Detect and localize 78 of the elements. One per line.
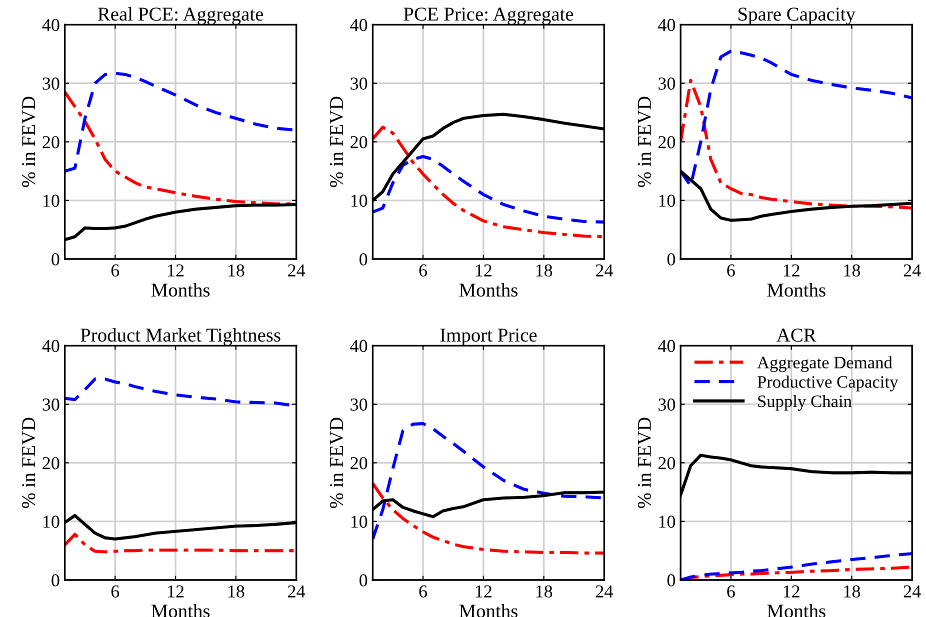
line-series bbox=[372, 154, 604, 224]
y-tick-label: 30 bbox=[42, 398, 60, 411]
chart-title: ACR bbox=[776, 328, 816, 342]
x-tick-label: 12 bbox=[784, 264, 800, 276]
y-tick-label: 20 bbox=[350, 136, 368, 148]
x-tick-label: 18 bbox=[228, 585, 244, 598]
x-tick-label: 12 bbox=[476, 585, 492, 598]
y-tick-label: 30 bbox=[42, 78, 60, 90]
x-tick-label: 24 bbox=[904, 585, 921, 598]
x-tick-label: 18 bbox=[228, 264, 244, 277]
chart-title: Product Market Tightness bbox=[80, 328, 280, 346]
y-tick-label: 10 bbox=[351, 194, 368, 207]
x-tick-label: 12 bbox=[784, 585, 800, 598]
x-tick-label: 6 bbox=[111, 585, 120, 598]
y-tick-label: 20 bbox=[658, 136, 676, 148]
y-tick-label: 10 bbox=[43, 194, 60, 207]
legend-label: Aggregate Demand bbox=[757, 356, 892, 372]
line-series bbox=[680, 78, 912, 210]
chart-title: PCE Price: Aggregate bbox=[404, 8, 574, 25]
y-tick-label: 20 bbox=[658, 457, 676, 470]
x-tick-label: 6 bbox=[419, 264, 428, 277]
y-tick-label: 10 bbox=[351, 516, 368, 528]
x-tick-label: 18 bbox=[536, 585, 552, 598]
x-tick-label: 12 bbox=[476, 264, 492, 276]
x-tick-label: 6 bbox=[111, 264, 120, 277]
x-tick-label: 24 bbox=[904, 264, 921, 276]
line-series bbox=[680, 50, 912, 188]
x-tick-label: 12 bbox=[168, 264, 184, 276]
y-tick-label: 0 bbox=[360, 253, 368, 266]
y-axis-title: % in FEVD bbox=[638, 418, 652, 508]
x-tick-label: 6 bbox=[727, 264, 735, 277]
legend-label: Supply Chain bbox=[758, 394, 852, 411]
x-tick-label: 18 bbox=[844, 585, 860, 598]
x-tick-label: 6 bbox=[419, 585, 428, 598]
y-axis-title: % in FEVD bbox=[330, 418, 344, 508]
line-series bbox=[64, 532, 296, 554]
y-tick-label: 0 bbox=[667, 253, 676, 266]
chart-title: Import Price bbox=[440, 328, 537, 346]
y-tick-label: 0 bbox=[52, 574, 60, 586]
y-tick-label: 20 bbox=[350, 457, 368, 470]
line-series bbox=[372, 482, 604, 555]
chart-title: Real PCE: Aggregate bbox=[98, 7, 264, 25]
y-axis-title: % in FEVD bbox=[22, 96, 36, 188]
y-tick-label: 0 bbox=[52, 253, 60, 266]
x-tick-label: 12 bbox=[168, 585, 184, 598]
y-axis-title: % in FEVD bbox=[638, 96, 652, 188]
y-tick-label: 10 bbox=[659, 194, 676, 207]
x-axis-title: Months bbox=[767, 282, 826, 297]
y-tick-label: 0 bbox=[667, 574, 676, 586]
y-tick-label: 40 bbox=[350, 340, 368, 352]
y-tick-label: 20 bbox=[42, 457, 60, 470]
y-tick-label: 30 bbox=[350, 78, 368, 90]
legend-label: Productive Capacity bbox=[757, 376, 898, 392]
y-tick-label: 10 bbox=[43, 516, 60, 528]
y-tick-label: 0 bbox=[360, 574, 368, 586]
y-tick-label: 40 bbox=[42, 18, 60, 32]
y-axis-title: % in FEVD bbox=[330, 96, 344, 188]
y-tick-label: 40 bbox=[658, 18, 676, 32]
y-tick-label: 40 bbox=[658, 340, 676, 352]
x-tick-label: 18 bbox=[844, 264, 860, 277]
x-tick-label: 24 bbox=[288, 585, 306, 598]
y-tick-label: 40 bbox=[350, 18, 368, 32]
x-tick-label: 24 bbox=[288, 264, 306, 276]
y-tick-label: 40 bbox=[42, 340, 60, 352]
y-tick-label: 30 bbox=[658, 398, 676, 411]
x-tick-label: 24 bbox=[596, 585, 613, 598]
y-tick-label: 30 bbox=[658, 78, 676, 90]
x-axis-title: Months bbox=[459, 282, 518, 297]
y-tick-label: 10 bbox=[659, 516, 676, 528]
line-series bbox=[372, 126, 604, 238]
y-axis-title: % in FEVD bbox=[22, 418, 36, 508]
x-tick-label: 6 bbox=[727, 585, 735, 598]
y-tick-label: 20 bbox=[42, 136, 60, 148]
x-axis-title: Months bbox=[151, 282, 210, 297]
x-tick-label: 24 bbox=[596, 264, 613, 276]
chart-title: Spare Capacity bbox=[738, 8, 856, 25]
y-tick-label: 30 bbox=[350, 398, 368, 411]
x-tick-label: 18 bbox=[536, 264, 552, 277]
